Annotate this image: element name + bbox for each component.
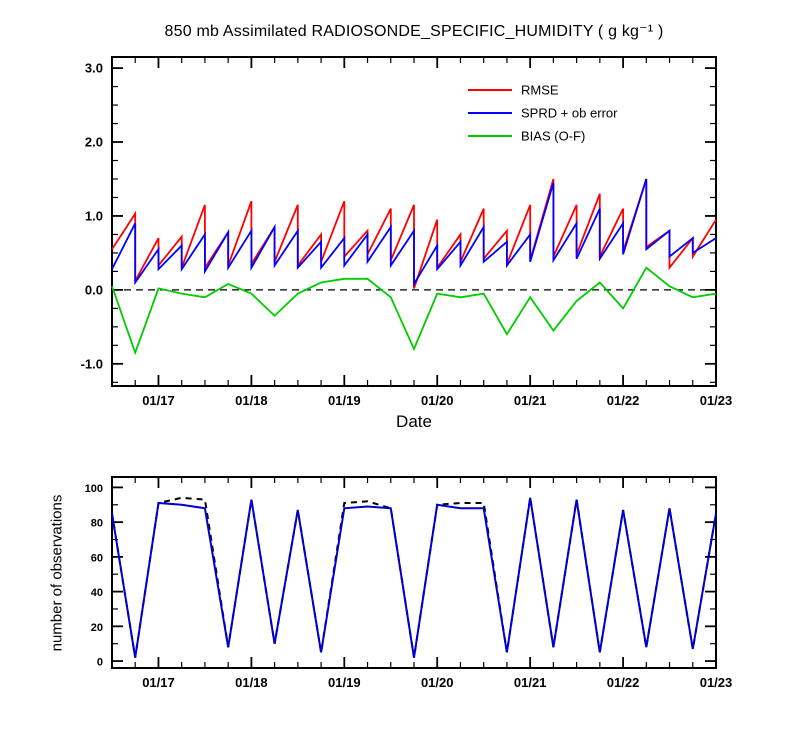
x-tick-label: 01/23 — [700, 675, 733, 690]
x-tick-label: 01/21 — [514, 675, 547, 690]
y-tick-label: 3.0 — [85, 61, 103, 76]
legend-label: RMSE — [521, 83, 559, 98]
y-tick-label: 2.0 — [85, 135, 103, 150]
x-tick-label: 01/19 — [328, 675, 361, 690]
y-tick-label: -1.0 — [81, 356, 103, 371]
series-line-blue-solid — [111, 497, 717, 658]
legend-label: BIAS (O-F) — [521, 129, 585, 144]
x-tick-label: 01/23 — [700, 393, 733, 408]
chart-title: 850 mb Assimilated RADIOSONDE_SPECIFIC_H… — [164, 23, 664, 40]
x-tick-label: 01/17 — [142, 675, 175, 690]
plot-frame — [111, 476, 717, 669]
x-tick-label: 01/18 — [235, 675, 268, 690]
x-tick-label: 01/18 — [235, 393, 268, 408]
y-tick-label: 0.0 — [85, 282, 103, 297]
x-tick-label: 01/20 — [421, 393, 454, 408]
x-tick-label: 01/21 — [514, 393, 547, 408]
x-tick-label: 01/20 — [421, 675, 454, 690]
y-tick-label: 0 — [97, 657, 103, 669]
series-line-bias-o-f- — [111, 266, 717, 356]
y-tick-label: 1.0 — [85, 208, 103, 223]
y-tick-label: 100 — [85, 483, 103, 495]
y-tick-label: 60 — [91, 552, 103, 564]
x-tick-label: 01/17 — [142, 393, 175, 408]
x-tick-label: 01/22 — [607, 675, 640, 690]
y-tick-label: 40 — [91, 587, 103, 599]
series-line-sprd-ob-error — [111, 178, 717, 288]
x-tick-label: 01/22 — [607, 393, 640, 408]
x-axis-label-date: Date — [396, 412, 432, 431]
legend-label: SPRD + ob error — [521, 106, 618, 121]
y-tick-label: 80 — [91, 518, 103, 530]
y-axis-label-observations: number of observations — [48, 494, 66, 652]
x-tick-label: 01/19 — [328, 393, 361, 408]
y-tick-label: 20 — [91, 622, 103, 634]
